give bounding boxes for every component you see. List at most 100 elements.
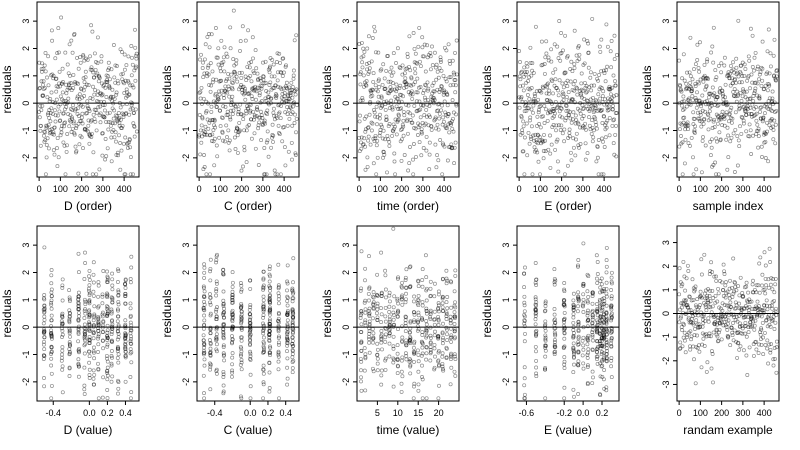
data-point [427,140,432,145]
data-point [770,109,774,113]
data-point [285,337,290,342]
data-point [591,135,596,140]
x-tick-label: 0.0 [577,408,590,418]
data-point [423,121,428,126]
data-point [114,90,119,95]
data-point [441,308,445,313]
data-point [76,328,81,332]
data-point [561,302,566,307]
data-point [396,113,401,118]
data-point [741,87,745,92]
data-point [592,108,597,113]
data-point [535,150,540,155]
data-point [762,303,767,308]
data-point [379,332,384,337]
data-point [735,319,740,324]
data-point [201,294,206,299]
data-point [122,52,127,57]
data-point [238,335,243,340]
data-point [381,155,385,160]
data-point [436,309,441,314]
data-point [581,361,586,366]
data-point [286,92,291,97]
data-point [604,321,609,326]
data-point [432,118,437,123]
data-point [723,314,728,319]
data-point [387,310,392,314]
data-point [94,60,98,64]
data-point [369,90,374,95]
data-point [706,300,711,305]
data-point [445,92,450,96]
data-point [716,114,721,118]
data-point [202,350,207,355]
data-point [240,90,245,95]
data-point [83,338,87,343]
data-point [380,82,385,87]
data-point [123,355,128,360]
data-point [440,277,445,282]
data-point [743,320,748,325]
data-point [448,353,453,358]
data-point [595,272,600,276]
data-point [436,334,441,339]
data-point [532,149,537,154]
data-point [269,96,274,101]
data-point [293,92,298,97]
data-point [418,115,423,120]
data-point [214,258,219,262]
data-point [687,308,692,313]
data-point [121,114,126,119]
data-point [395,351,400,356]
data-point [407,330,412,335]
data-point [522,376,527,381]
data-point [410,92,415,97]
data-point [570,117,575,122]
data-point [285,312,290,317]
data-point [261,339,266,344]
data-point [221,369,226,374]
data-point [572,62,577,67]
data-point [575,309,580,314]
data-point [389,98,394,103]
data-point [531,103,536,108]
data-point [601,336,606,341]
data-point [85,99,90,104]
data-point [230,326,234,331]
data-point [105,344,110,349]
data-point [105,294,109,298]
data-point [737,306,742,311]
data-point [758,109,763,114]
data-point [698,294,703,299]
data-point [596,172,601,177]
data-point [387,106,392,111]
data-point [105,295,110,300]
data-point [71,119,76,124]
data-point [232,76,237,81]
data-point [96,350,100,354]
data-point [401,109,406,114]
data-point [383,102,388,107]
data-point [750,33,755,38]
data-point [531,97,536,102]
data-point [568,67,573,71]
data-point [293,88,298,93]
data-point [603,123,608,128]
data-point [131,85,136,90]
data-point [105,305,110,310]
data-point [119,126,124,131]
data-point [290,330,295,334]
data-point [215,97,220,102]
data-point [585,352,590,357]
data-point [257,115,261,120]
data-point [403,278,408,282]
data-point [535,114,540,119]
data-point [369,88,374,93]
data-point [247,102,252,107]
data-point [60,328,65,333]
data-point [679,89,684,94]
data-point [290,348,295,353]
y-tick-label: -2 [181,378,191,386]
data-point [221,138,225,143]
